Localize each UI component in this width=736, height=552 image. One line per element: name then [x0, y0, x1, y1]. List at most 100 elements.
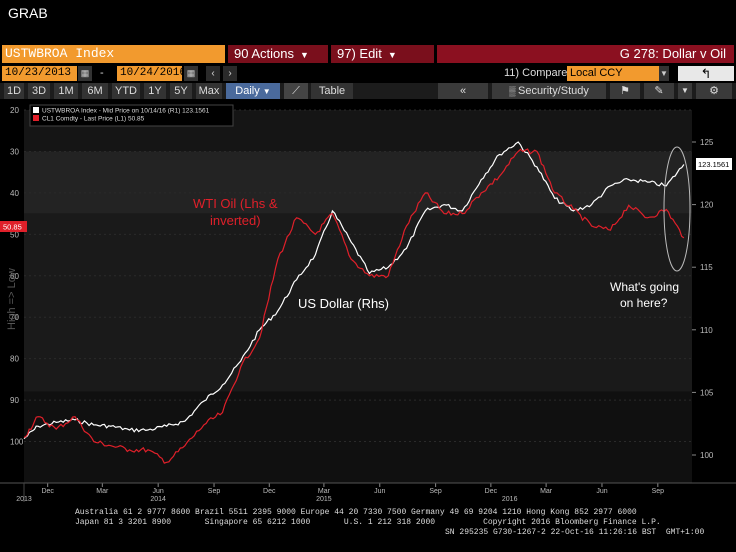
chart-title: G 278: Dollar v Oil — [437, 45, 734, 63]
security-study-button[interactable]: ▒ Security/Study — [492, 83, 606, 99]
legend-box — [29, 104, 234, 127]
oil-last-value: 50.85 — [3, 223, 22, 232]
table-button[interactable]: Table — [311, 83, 353, 99]
left-axis-ticks: 20 30 40 50 60 70 80 90 100 — [10, 106, 24, 447]
right-tick-label: 120 — [700, 201, 714, 210]
currency-select[interactable]: Local CCY — [567, 66, 659, 81]
x-tick-label: Mar — [540, 488, 553, 495]
chart-background-bands — [24, 110, 692, 483]
left-tick-label: 70 — [10, 313, 19, 322]
chevron-down-icon: ▼ — [262, 87, 271, 96]
ticker-field[interactable]: USTWBROA Index — [2, 45, 225, 63]
question-annotation: What's going on here? — [610, 280, 679, 310]
calendar-icon[interactable]: ▦ — [78, 66, 92, 81]
range-6m-button[interactable]: 6M — [82, 83, 108, 99]
oil-last-value-box — [0, 221, 27, 232]
right-axis-ticks: 100 105 110 115 120 125 — [692, 138, 714, 460]
left-tick-label: 100 — [10, 438, 24, 447]
frequency-select[interactable]: Daily ▼ — [226, 83, 280, 99]
actions-label: 90 Actions — [234, 46, 294, 61]
series-line-oil — [23, 148, 685, 464]
x-tick-label: Dec — [263, 488, 276, 495]
x-axis-ticks: DecMarJunSepDecMarJunSepDecMarJunSep2013… — [16, 483, 664, 503]
usd-last-value-box — [696, 158, 732, 170]
x-tick-label: Dec — [485, 488, 498, 495]
series-lines — [23, 141, 685, 464]
left-tick-label: 80 — [10, 355, 19, 364]
security-study-label: Security/Study — [517, 85, 589, 97]
gridlines — [24, 109, 692, 443]
edit-menu-button[interactable]: 97) Edit ▼ — [331, 45, 434, 63]
range-5y-button[interactable]: 5Y — [170, 83, 192, 99]
x-tick-label: Jun — [596, 488, 607, 495]
legend-entry-usd: USTWBROA Index - Mid Price on 10/14/16 (… — [42, 108, 210, 115]
chevron-down-icon[interactable]: ▼ — [659, 66, 669, 81]
chevron-down-icon[interactable]: ▼ — [678, 83, 692, 99]
calendar-icon[interactable]: ▦ — [184, 66, 198, 81]
range-3d-button[interactable]: 3D — [28, 83, 50, 99]
edit-icon[interactable]: ✎ — [644, 83, 674, 99]
actions-menu-button[interactable]: 90 Actions ▼ — [228, 45, 328, 63]
flag-icon[interactable]: ⚑ — [610, 83, 640, 99]
right-tick-label: 125 — [700, 138, 714, 147]
grab-label: GRAB — [8, 5, 48, 21]
range-1m-button[interactable]: 1M — [54, 83, 78, 99]
left-tick-label: 20 — [10, 106, 19, 115]
end-date-input[interactable]: 10/24/2016 — [117, 66, 186, 81]
back-icon[interactable]: ↰ — [678, 66, 734, 81]
right-tick-label: 105 — [700, 388, 714, 397]
band — [24, 151, 692, 214]
range-1y-button[interactable]: 1Y — [144, 83, 166, 99]
x-tick-label: Mar — [318, 488, 331, 495]
highlight-ellipse — [663, 146, 691, 272]
next-arrow-icon[interactable]: › — [223, 66, 237, 81]
right-tick-label: 115 — [700, 263, 713, 272]
security-study-icon: ▒ — [509, 86, 518, 96]
legend-swatch-oil — [33, 115, 39, 121]
left-axis-label: High => Low — [6, 268, 18, 330]
left-tick-label: 30 — [10, 147, 19, 156]
gear-icon[interactable]: ⚙ — [696, 83, 732, 99]
frequency-label: Daily — [235, 85, 260, 97]
left-tick-label: 90 — [10, 396, 19, 405]
range-ytd-button[interactable]: YTD — [112, 83, 140, 99]
chevron-down-icon: ▼ — [387, 50, 397, 60]
range-max-button[interactable]: Max — [196, 83, 222, 99]
edit-label: 97) Edit — [337, 46, 382, 61]
left-tick-label: 60 — [10, 272, 19, 281]
collapse-icon[interactable]: « — [438, 83, 488, 99]
x-tick-label: Sep — [429, 488, 442, 495]
left-tick-label: 50 — [10, 230, 19, 239]
prev-arrow-icon[interactable]: ‹ — [206, 66, 220, 81]
x-tick-label: Dec — [41, 488, 54, 495]
x-tick-label: Jun — [374, 488, 385, 495]
chevron-down-icon: ▼ — [300, 50, 309, 60]
line-chart-icon[interactable]: ⟋ — [284, 83, 308, 99]
x-year-label: 2014 — [150, 496, 166, 503]
series-line-usd — [23, 141, 685, 440]
right-tick-label: 100 — [700, 451, 714, 460]
range-1d-button[interactable]: 1D — [4, 83, 24, 99]
usd-last-value: 123.1561 — [698, 160, 729, 169]
footer-line-3: SN 295235 G730-1267-2 22-Oct-16 11:26:16… — [445, 528, 705, 537]
x-tick-label: Mar — [96, 488, 109, 495]
start-date-input[interactable]: 10/23/2013 — [2, 66, 77, 81]
x-tick-label: Sep — [208, 488, 221, 495]
legend-swatch-usd — [33, 107, 39, 113]
right-tick-label: 110 — [700, 326, 713, 335]
band — [24, 213, 692, 392]
x-tick-label: Sep — [652, 488, 665, 495]
footer-line-1: Australia 61 2 9777 8600 Brazil 5511 239… — [75, 508, 637, 517]
x-tick-label: Jun — [153, 488, 164, 495]
oil-series-annotation: WTI Oil (Lhs & inverted) — [193, 196, 278, 228]
usd-series-annotation: US Dollar (Rhs) — [298, 296, 389, 311]
x-year-label: 2016 — [502, 496, 518, 503]
price-chart: 20 30 40 50 60 70 80 90 100 100 105 110 115 120 125 D… — [0, 100, 736, 552]
left-tick-label: 40 — [10, 189, 19, 198]
compare-label[interactable]: 11) Compare — [504, 67, 568, 79]
x-year-label: 2015 — [316, 496, 332, 503]
band — [24, 391, 692, 483]
footer-line-2: Japan 81 3 3201 8900 Singapore 65 6212 1… — [75, 518, 661, 527]
date-separator: - — [100, 67, 104, 79]
legend-entry-oil: CL1 Comdty - Last Price (L1) 50.85 — [42, 116, 145, 123]
